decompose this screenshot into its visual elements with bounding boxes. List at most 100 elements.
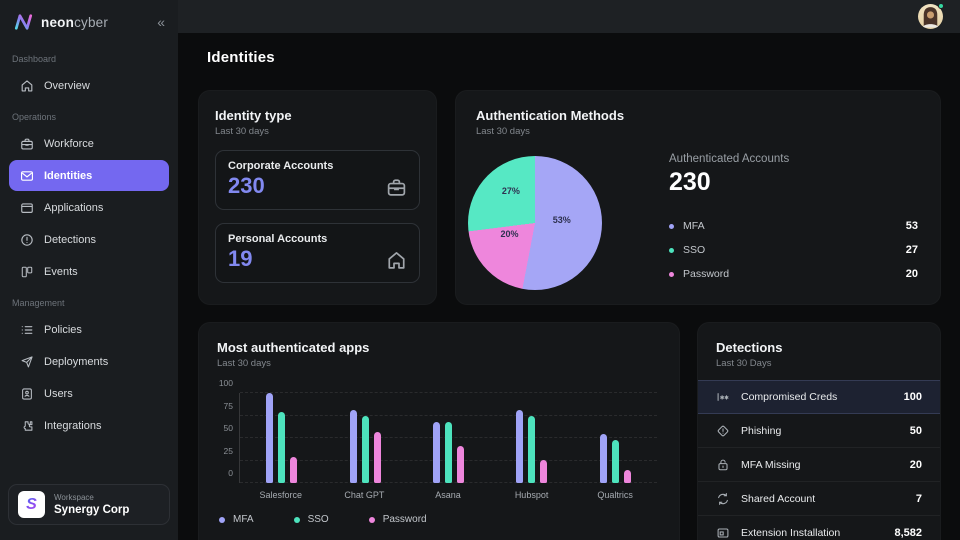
- sidebar-item-events[interactable]: Events: [9, 256, 169, 287]
- bar-password: [540, 459, 548, 483]
- bar-password: [373, 431, 381, 483]
- bar-sso: [278, 411, 286, 483]
- mail-icon: [20, 169, 34, 183]
- pie-slice-label-password: 20%: [500, 228, 519, 239]
- sidebar-item-label: Events: [44, 265, 78, 278]
- detections-card: Detections Last 30 Days Compromised Cred…: [697, 322, 941, 540]
- bar-sso: [611, 439, 619, 483]
- auth-legend-row-sso: SSO 27: [669, 238, 918, 262]
- sidebar-item-overview[interactable]: Overview: [9, 70, 169, 101]
- legend-label: Password: [382, 514, 427, 525]
- apps-bar-chart: 0 25 50 75 100: [219, 378, 657, 483]
- sidebar-item-workforce[interactable]: Workforce: [9, 128, 169, 159]
- auth-total-value: 230: [669, 168, 711, 196]
- sidebar-collapse-icon[interactable]: «: [157, 14, 165, 30]
- bar-legend-item-sso: SSO: [293, 514, 329, 525]
- sidebar-item-integrations[interactable]: Integrations: [9, 410, 169, 441]
- legend-dot: [669, 247, 674, 253]
- y-tick-label: 75: [223, 400, 233, 411]
- detection-label: Phishing: [741, 424, 782, 437]
- detections-subtitle: Last 30 Days: [716, 358, 772, 369]
- identity-type-title: Identity type: [215, 108, 292, 123]
- detection-value: 7: [915, 492, 922, 505]
- brand-logo[interactable]: neoncyber: [12, 13, 108, 31]
- legend-label: Password: [683, 268, 730, 280]
- bar-mfa: [349, 410, 357, 483]
- detection-row-compromised-creds[interactable]: Compromised Creds 100: [698, 380, 940, 414]
- detection-row-mfa-missing[interactable]: MFA Missing 20: [698, 448, 940, 482]
- stat-corporate-accounts: Corporate Accounts 230: [215, 150, 420, 210]
- sidebar-nav: Dashboard Overview Operations Workforce Iden…: [0, 44, 178, 441]
- user-avatar[interactable]: [918, 4, 943, 29]
- legend-value: 20: [905, 268, 918, 280]
- legend-label: MFA: [233, 514, 254, 525]
- sidebar-item-policies[interactable]: Policies: [9, 314, 169, 345]
- page-title: Identities: [207, 49, 275, 66]
- x-axis-label: Chat GPT: [344, 490, 385, 500]
- y-tick-label: 100: [218, 378, 233, 388]
- auth-methods-title: Authentication Methods: [476, 108, 625, 123]
- alert-circle-icon: [20, 233, 34, 247]
- bar-sso: [528, 416, 536, 483]
- sidebar-header: neoncyber «: [0, 0, 178, 44]
- workspace-logo: S: [18, 491, 45, 518]
- sidebar-item-label: Users: [44, 387, 73, 400]
- x-axis-label: Asana: [435, 490, 461, 500]
- bar-group-qualtrics: [574, 393, 657, 483]
- avatar-photo: [922, 7, 939, 28]
- gridline: [240, 392, 657, 393]
- mfa-lock-icon: [716, 458, 730, 472]
- sidebar-item-users[interactable]: Users: [9, 378, 169, 409]
- auth-legend: MFA 53 SSO 27 Password 20: [669, 214, 918, 286]
- auth-methods-card: Authentication Methods Last 30 days 53% 2…: [455, 90, 941, 305]
- sidebar-item-applications[interactable]: Applications: [9, 192, 169, 223]
- password-asterisks-icon: [716, 390, 730, 404]
- auth-methods-subtitle: Last 30 days: [476, 126, 530, 137]
- bar-legend-item-mfa: MFA: [219, 514, 254, 525]
- legend-label: MFA: [683, 220, 705, 232]
- phishing-diamond-icon: [716, 424, 730, 438]
- detections-title: Detections: [716, 340, 783, 355]
- sidebar-item-identities[interactable]: Identities: [9, 160, 169, 191]
- bar-password: [457, 446, 465, 483]
- nav-section-label: Dashboard: [12, 54, 57, 64]
- bar-group-chat-gpt: [323, 393, 406, 483]
- sidebar-item-label: Applications: [44, 201, 104, 214]
- detection-row-extension-installation[interactable]: Extension Installation 8,582: [698, 516, 940, 540]
- nav-section-label: Operations: [12, 112, 57, 122]
- kanban-icon: [20, 265, 34, 279]
- auth-legend-row-mfa: MFA 53: [669, 214, 918, 238]
- topbar: [178, 0, 960, 33]
- identity-type-subtitle: Last 30 days: [215, 126, 269, 137]
- rocket-icon: [20, 355, 34, 369]
- bar-password: [623, 469, 631, 483]
- bar-group-asana: [407, 393, 490, 483]
- stat-personal-accounts: Personal Accounts 19: [215, 223, 420, 283]
- bar-legend-item-password: Password: [368, 514, 427, 525]
- sidebar-item-detections[interactable]: Detections: [9, 224, 169, 255]
- list-icon: [20, 323, 34, 337]
- bar-x-axis-labels: Salesforce Chat GPT Asana Hubspot Qualtrics: [239, 490, 657, 500]
- workspace-meta: Workspace Synergy Corp: [54, 493, 129, 516]
- sidebar-item-label: Deployments: [44, 355, 109, 368]
- main-content: Identities Identity type Last 30 days Co…: [178, 33, 960, 540]
- briefcase-icon: [20, 137, 34, 151]
- stat-label: Corporate Accounts: [228, 160, 334, 172]
- workspace-name: Synergy Corp: [54, 504, 130, 516]
- home-icon: [20, 79, 34, 93]
- sidebar-item-deployments[interactable]: Deployments: [9, 346, 169, 377]
- y-tick-label: 25: [223, 445, 233, 456]
- legend-label: SSO: [683, 244, 706, 256]
- contacts-icon: [20, 387, 34, 401]
- detection-label: Extension Installation: [741, 526, 841, 539]
- stat-value: 230: [228, 173, 265, 198]
- identity-stats: Corporate Accounts 230 Personal Accounts 19: [215, 150, 420, 283]
- legend-value: 27: [905, 244, 918, 256]
- detection-value: 8,582: [894, 526, 922, 539]
- detection-row-shared-account[interactable]: Shared Account 7: [698, 482, 940, 516]
- sidebar-item-label: Integrations: [44, 419, 102, 432]
- workspace-switcher[interactable]: S Workspace Synergy Corp: [8, 484, 170, 525]
- legend-value: 53: [905, 220, 918, 232]
- sidebar-item-label: Policies: [44, 323, 82, 336]
- detection-row-phishing[interactable]: Phishing 50: [698, 414, 940, 448]
